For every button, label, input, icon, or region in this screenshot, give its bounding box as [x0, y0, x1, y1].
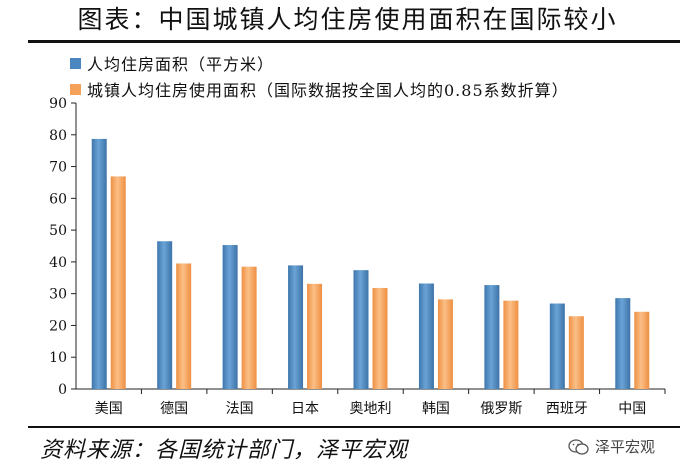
y-tick-label: 60: [49, 191, 67, 207]
bar-series-2-2: [241, 266, 257, 389]
source-note: 资料来源：各国统计部门，泽平宏观: [40, 438, 409, 463]
bar-series-2-8: [634, 311, 650, 389]
bar-series-2-1: [176, 263, 192, 389]
bar-series-2-3: [307, 283, 323, 389]
y-tick-label: 30: [49, 287, 67, 303]
title-divider: [28, 40, 680, 43]
x-tick-label: 法国: [226, 401, 254, 417]
bar-series-1-8: [615, 298, 631, 389]
legend: 人均住房面积（平方米） 城镇人均住房使用面积（国际数据按全国人均的0.85系数折…: [70, 50, 569, 102]
bar-series-2-5: [437, 299, 453, 389]
y-tick-label: 20: [49, 318, 67, 334]
y-tick-label: 70: [49, 160, 67, 176]
bar-series-1-7: [549, 303, 565, 389]
bar-series-2-4: [372, 287, 388, 389]
watermark: 泽平宏观: [568, 436, 655, 457]
bar-series-2-0: [110, 176, 126, 389]
bar-series-1-1: [157, 241, 173, 389]
legend-label-series-1: 人均住房面积（平方米）: [87, 55, 275, 74]
bar-series-1-2: [222, 245, 238, 389]
y-tick-label: 80: [49, 128, 67, 144]
wechat-icon: [568, 438, 589, 455]
bar-series-2-6: [503, 300, 519, 389]
legend-label-series-2: 城镇人均住房使用面积（国际数据按全国人均的0.85系数折算）: [87, 81, 569, 100]
chart-title: 图表：中国城镇人均住房使用面积在国际较小: [77, 5, 618, 34]
bar-series-2-7: [568, 316, 584, 389]
legend-item-series-1: 人均住房面积（平方米）: [70, 50, 569, 76]
x-tick-label: 奥地利: [350, 400, 392, 417]
y-tick-label: 40: [49, 255, 67, 271]
y-tick-label: 10: [49, 350, 67, 366]
bar-series-1-5: [418, 283, 434, 389]
y-tick-label: 90: [49, 96, 67, 112]
x-tick-label: 中国: [618, 401, 646, 417]
legend-swatch-series-1: [70, 57, 81, 69]
x-tick-label: 日本: [291, 401, 319, 417]
source-divider: [28, 426, 680, 428]
bar-series-1-3: [288, 265, 304, 389]
bar-series-1-6: [484, 285, 500, 389]
watermark-text: 泽平宏观: [595, 438, 656, 456]
x-tick-label: 德国: [160, 401, 188, 417]
x-tick-label: 西班牙: [546, 401, 588, 417]
bar-series-1-4: [353, 270, 369, 389]
bar-series-1-0: [91, 138, 107, 389]
x-tick-label: 俄罗斯: [480, 401, 522, 417]
x-tick-label: 韩国: [422, 401, 450, 417]
y-tick-label: 50: [49, 223, 67, 239]
legend-swatch-series-2: [70, 83, 81, 95]
x-tick-label: 美国: [95, 401, 123, 417]
y-tick-label: 0: [58, 382, 67, 398]
legend-item-series-2: 城镇人均住房使用面积（国际数据按全国人均的0.85系数折算）: [70, 76, 569, 102]
